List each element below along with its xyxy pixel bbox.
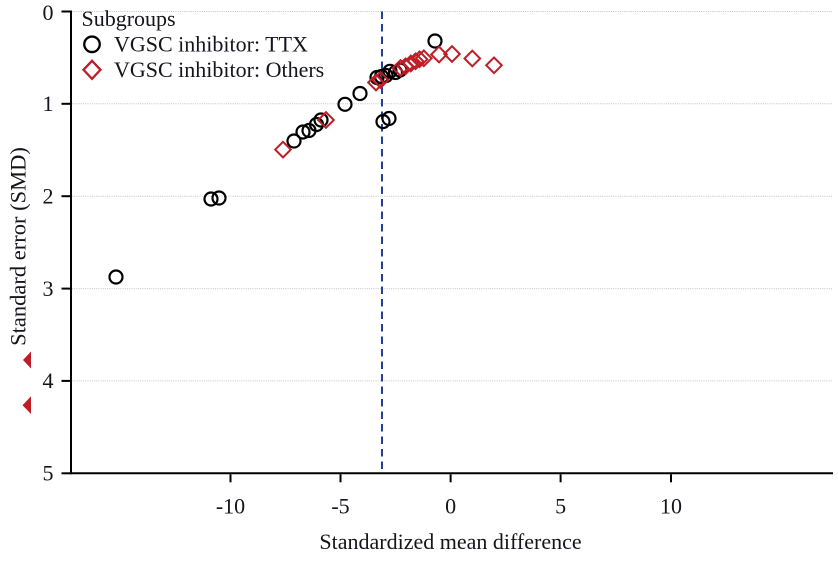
svg-text:5: 5 (43, 461, 54, 486)
svg-text:3: 3 (43, 276, 54, 301)
svg-text:Subgroups: Subgroups (82, 6, 176, 31)
svg-text:VGSC inhibitor: Others: VGSC inhibitor: Others (114, 57, 324, 82)
svg-text:0: 0 (43, 0, 54, 25)
svg-text:1: 1 (43, 91, 54, 116)
svg-text:0: 0 (445, 493, 456, 518)
svg-text:2: 2 (43, 184, 54, 209)
svg-text:Standard error (SMD): Standard error (SMD) (6, 147, 31, 346)
svg-text:VGSC inhibitor: TTX: VGSC inhibitor: TTX (114, 31, 308, 56)
svg-text:-5: -5 (331, 493, 349, 518)
svg-text:10: 10 (660, 493, 682, 518)
svg-text:-10: -10 (216, 493, 245, 518)
svg-text:Standardized mean difference: Standardized mean difference (319, 529, 581, 554)
svg-text:5: 5 (555, 493, 566, 518)
svg-text:4: 4 (43, 368, 54, 393)
